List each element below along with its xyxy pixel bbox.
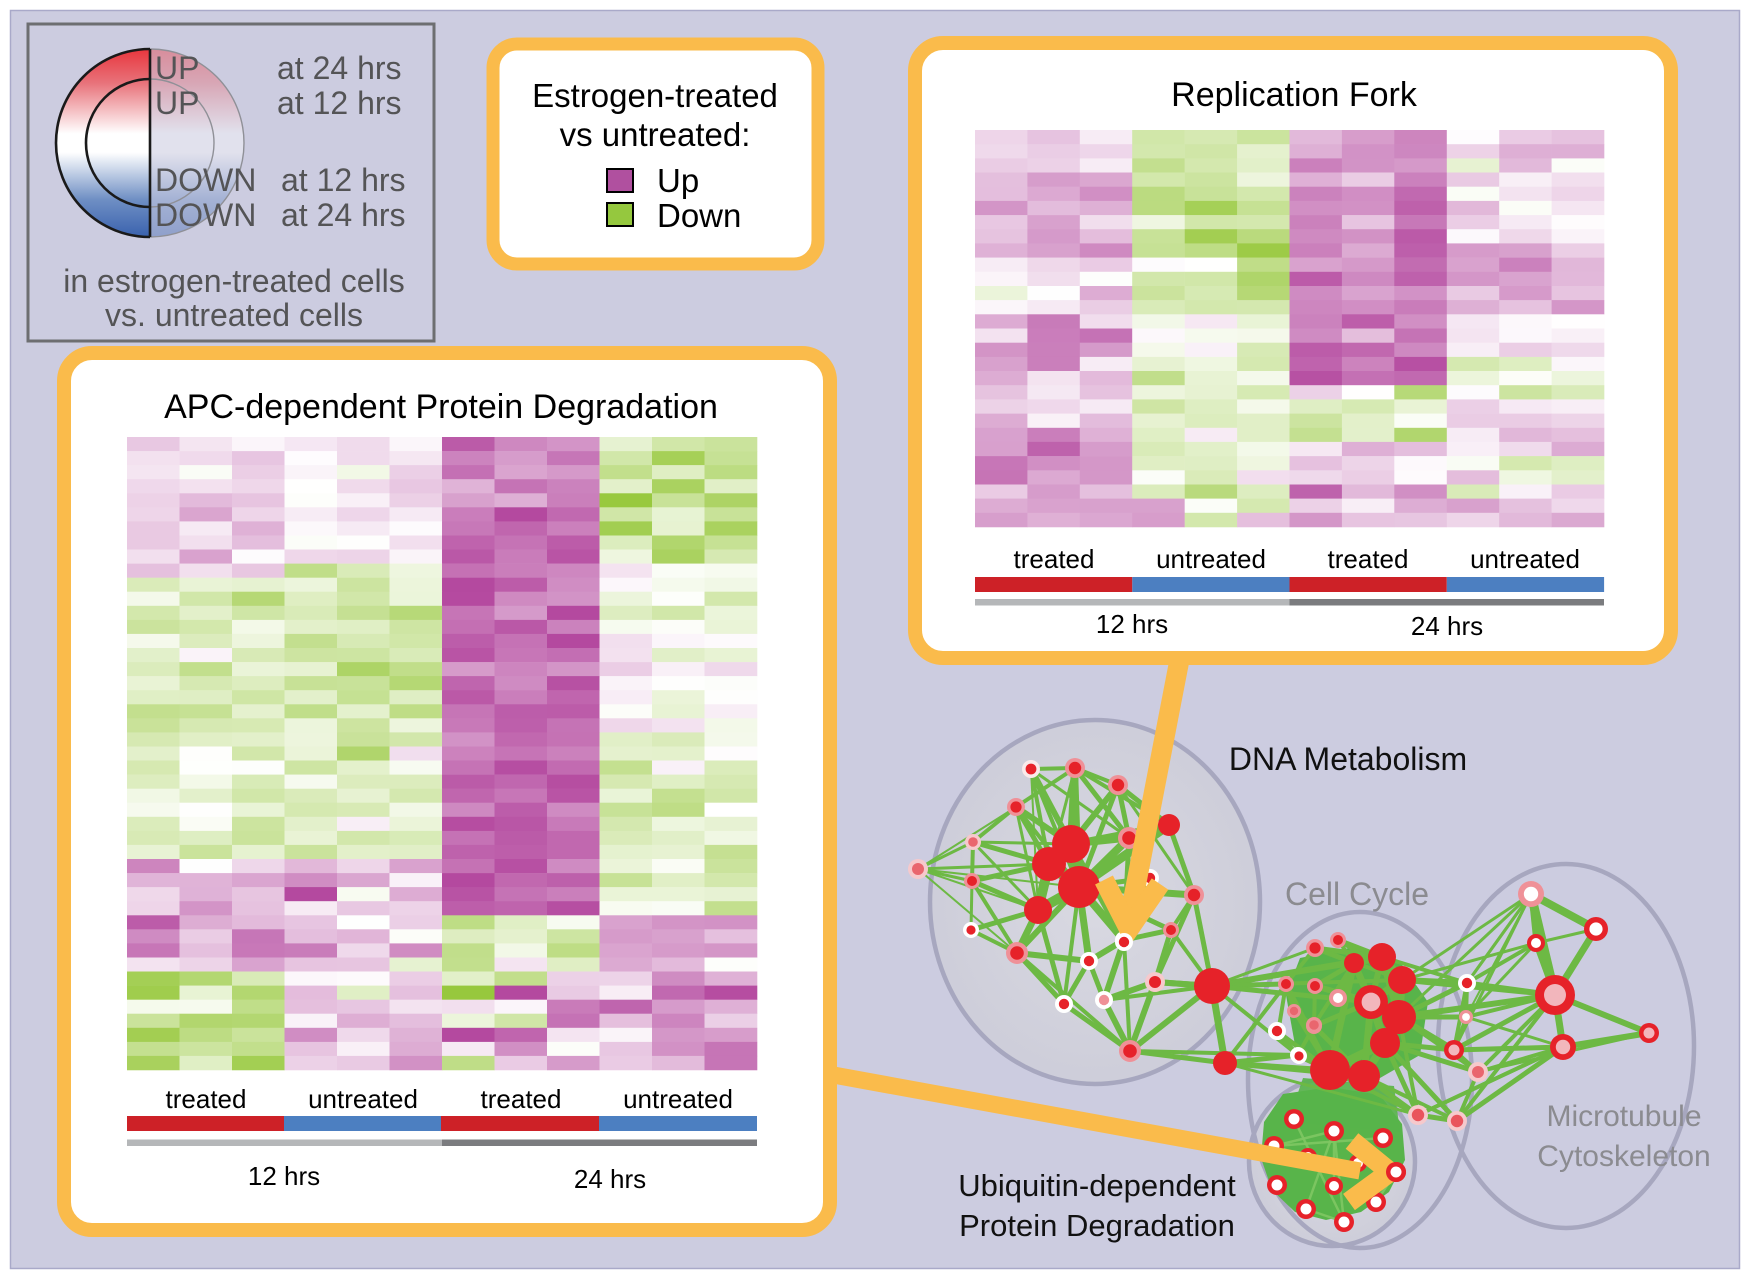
svg-text:at 24 hrs: at 24 hrs xyxy=(277,50,402,86)
svg-text:Cell Cycle: Cell Cycle xyxy=(1285,876,1429,912)
svg-text:UP: UP xyxy=(155,85,199,121)
svg-text:Cytoskeleton: Cytoskeleton xyxy=(1537,1140,1710,1173)
svg-text:at 12 hrs: at 12 hrs xyxy=(277,85,402,121)
svg-text:vs. untreated cells: vs. untreated cells xyxy=(105,297,363,333)
svg-text:DOWN: DOWN xyxy=(155,197,256,233)
svg-text:24 hrs: 24 hrs xyxy=(1411,611,1483,641)
svg-text:Estrogen-treated: Estrogen-treated xyxy=(532,77,778,114)
svg-text:Up: Up xyxy=(657,162,699,199)
svg-text:untreated: untreated xyxy=(308,1084,418,1114)
svg-text:untreated: untreated xyxy=(623,1084,733,1114)
svg-text:treated: treated xyxy=(1014,544,1095,574)
svg-text:treated: treated xyxy=(1328,544,1409,574)
svg-text:treated: treated xyxy=(166,1084,247,1114)
svg-text:12 hrs: 12 hrs xyxy=(1096,609,1168,639)
svg-text:in estrogen-treated cells: in estrogen-treated cells xyxy=(63,263,405,299)
svg-text:APC-dependent Protein Degradat: APC-dependent Protein Degradation xyxy=(164,388,718,426)
svg-text:Ubiquitin-dependent: Ubiquitin-dependent xyxy=(958,1168,1236,1203)
svg-text:Replication Fork: Replication Fork xyxy=(1171,76,1418,114)
svg-text:at 24 hrs: at 24 hrs xyxy=(281,197,406,233)
svg-text:vs untreated:: vs untreated: xyxy=(560,116,751,153)
svg-text:Protein Degradation: Protein Degradation xyxy=(959,1208,1235,1243)
svg-text:untreated: untreated xyxy=(1156,544,1266,574)
svg-text:untreated: untreated xyxy=(1470,544,1580,574)
svg-text:treated: treated xyxy=(481,1084,562,1114)
svg-text:Down: Down xyxy=(657,197,741,234)
svg-text:12 hrs: 12 hrs xyxy=(248,1161,320,1191)
svg-text:DOWN: DOWN xyxy=(155,162,256,198)
svg-text:Microtubule: Microtubule xyxy=(1546,1100,1701,1133)
svg-text:UP: UP xyxy=(155,50,199,86)
svg-text:at 12 hrs: at 12 hrs xyxy=(281,162,406,198)
svg-text:24 hrs: 24 hrs xyxy=(574,1164,646,1194)
svg-text:DNA Metabolism: DNA Metabolism xyxy=(1229,741,1467,777)
